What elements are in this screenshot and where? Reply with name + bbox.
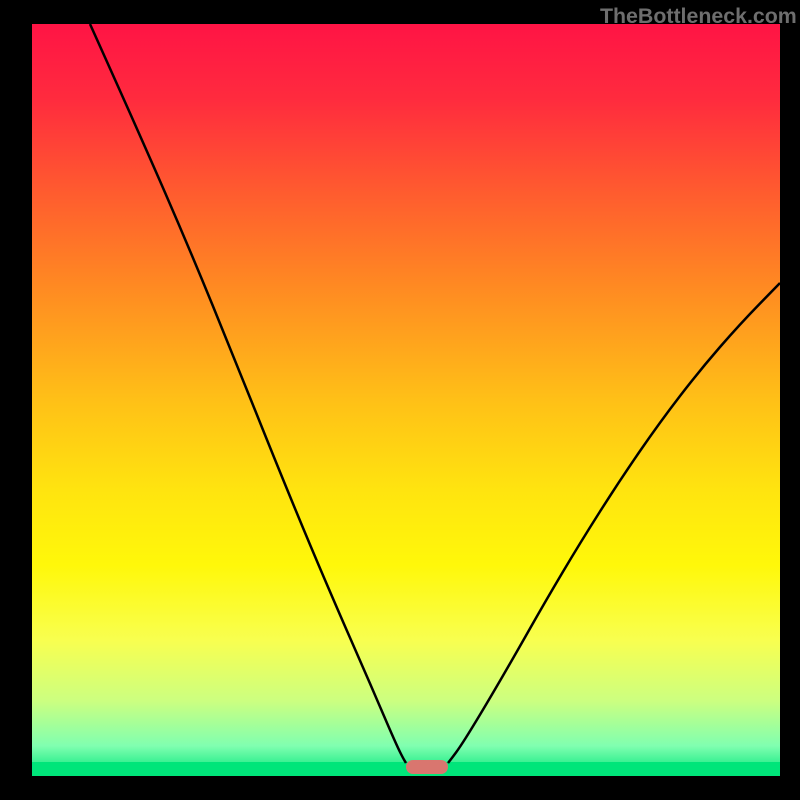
- left-curve: [90, 24, 406, 763]
- bottleneck-chart: TheBottleneck.com: [0, 0, 800, 800]
- curve-layer: [0, 0, 800, 800]
- watermark-text: TheBottleneck.com: [600, 4, 797, 29]
- optimal-marker: [406, 760, 448, 774]
- right-curve: [448, 283, 780, 763]
